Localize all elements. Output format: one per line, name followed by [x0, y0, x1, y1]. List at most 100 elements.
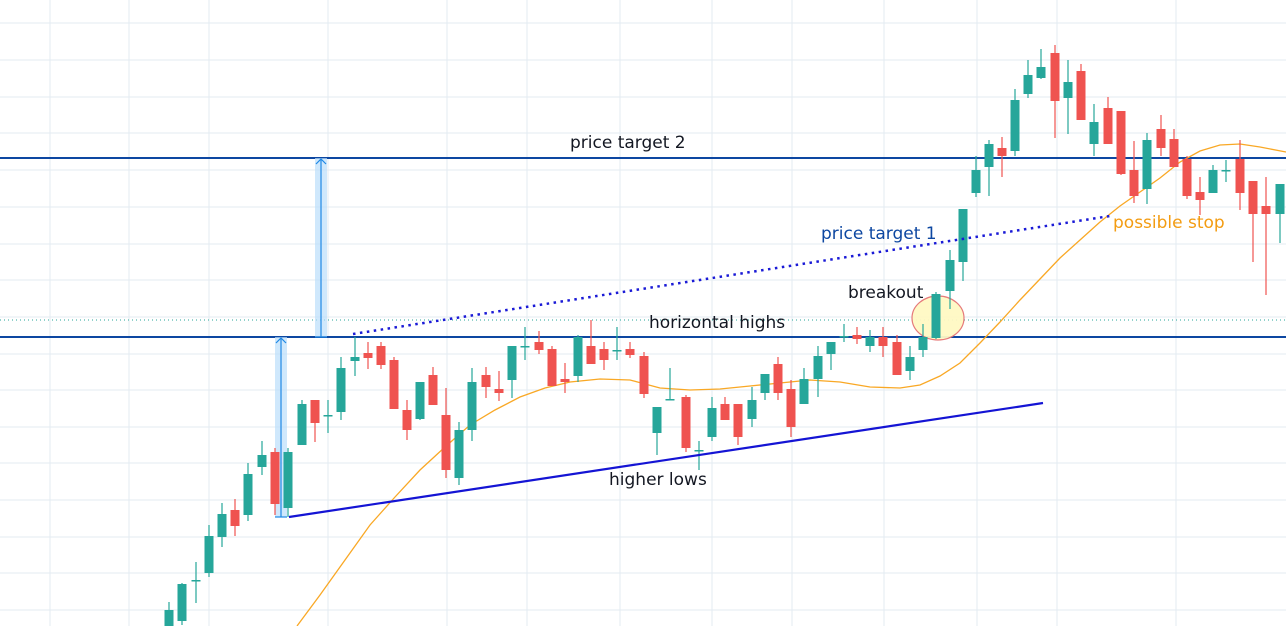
candle-body	[852, 335, 862, 339]
candle-body	[639, 356, 649, 394]
candle-up	[217, 503, 227, 547]
candle-up	[799, 368, 809, 404]
candle-body	[1089, 122, 1099, 144]
candle-down	[1103, 97, 1113, 144]
candle-down	[1261, 177, 1271, 295]
label-breakout: breakout	[848, 283, 924, 303]
candle-down	[230, 499, 240, 536]
candle-down	[625, 342, 635, 358]
candle-body	[918, 337, 928, 350]
candles	[164, 45, 1285, 626]
candle-body	[350, 357, 360, 361]
candle-down	[892, 335, 902, 375]
candle-down	[1156, 115, 1166, 156]
candle-body	[984, 144, 994, 167]
candle-up	[507, 346, 517, 398]
candle-body	[191, 580, 201, 582]
candle-down	[376, 342, 386, 369]
candle-down	[599, 342, 609, 370]
candle-down	[402, 400, 412, 440]
candle-body	[865, 337, 875, 346]
candle-up	[1221, 160, 1231, 182]
candle-down	[534, 331, 544, 354]
candle-down	[1076, 64, 1086, 120]
candle-down	[733, 404, 743, 445]
candle-up	[1275, 184, 1285, 243]
candle-body	[507, 346, 517, 380]
price-target-1-dotted-line	[352, 214, 1111, 336]
candle-down	[310, 400, 320, 442]
candle-body	[773, 364, 783, 393]
candle-down	[1050, 45, 1060, 138]
candle-body	[1221, 170, 1231, 172]
candle-body	[681, 397, 691, 448]
candle-up	[747, 387, 757, 427]
candle-body	[481, 375, 491, 387]
candle-up	[612, 327, 622, 360]
candle-body	[520, 346, 530, 348]
candle-body	[323, 415, 333, 417]
candle-up	[164, 602, 174, 626]
candle-up	[323, 400, 333, 433]
candle-up	[918, 324, 928, 357]
candle-body	[1129, 170, 1139, 196]
candle-up	[826, 342, 836, 370]
arrow-up-icon	[275, 337, 287, 344]
candle-up	[839, 324, 849, 342]
candle-up	[1208, 165, 1218, 193]
candle-body	[1195, 192, 1205, 200]
candle-body	[573, 337, 583, 376]
candle-body	[230, 510, 240, 526]
candle-body	[217, 514, 227, 537]
candle-down	[878, 327, 888, 357]
candle-body	[547, 349, 557, 386]
candle-body	[1050, 53, 1060, 101]
candle-down	[720, 397, 730, 420]
label-higher-lows: higher lows	[609, 470, 707, 490]
candle-up	[760, 374, 770, 400]
candle-body	[931, 294, 941, 338]
candle-body	[376, 346, 386, 365]
candle-up	[931, 292, 941, 339]
candle-down	[1169, 129, 1179, 167]
arrow-up-icon	[315, 158, 327, 165]
candle-body	[363, 353, 373, 358]
candle-body	[441, 415, 451, 470]
candle-down	[1235, 140, 1245, 210]
candle-body	[428, 375, 438, 405]
candle-down	[428, 367, 438, 405]
higher-lows-trendline	[288, 401, 1044, 519]
candle-up	[984, 140, 994, 196]
candle-up	[454, 422, 464, 485]
candle-up	[905, 346, 915, 380]
candle-body	[1275, 184, 1285, 214]
candle-body	[612, 350, 622, 352]
candle-up	[191, 562, 201, 603]
candle-down	[441, 388, 451, 478]
candle-body	[257, 455, 267, 467]
candle-body	[1169, 139, 1179, 167]
candle-up	[204, 525, 214, 577]
candle-up	[257, 441, 267, 475]
candle-body	[1182, 159, 1192, 196]
candle-up	[177, 583, 187, 625]
candle-down	[363, 342, 373, 369]
candle-up	[520, 327, 530, 360]
candle-body	[1063, 82, 1073, 98]
candle-up	[297, 400, 307, 445]
candle-body	[1235, 159, 1245, 193]
candle-body	[1036, 67, 1046, 78]
candle-down	[1248, 181, 1258, 262]
label-price-target-2: price target 2	[570, 133, 686, 153]
drawing-overlays	[288, 214, 1111, 519]
candle-up	[467, 368, 477, 441]
candle-up	[707, 397, 717, 441]
candle-up	[813, 346, 823, 397]
candle-body	[720, 404, 730, 420]
candle-body	[415, 382, 425, 419]
candle-body	[694, 450, 704, 452]
candle-body	[454, 430, 464, 478]
